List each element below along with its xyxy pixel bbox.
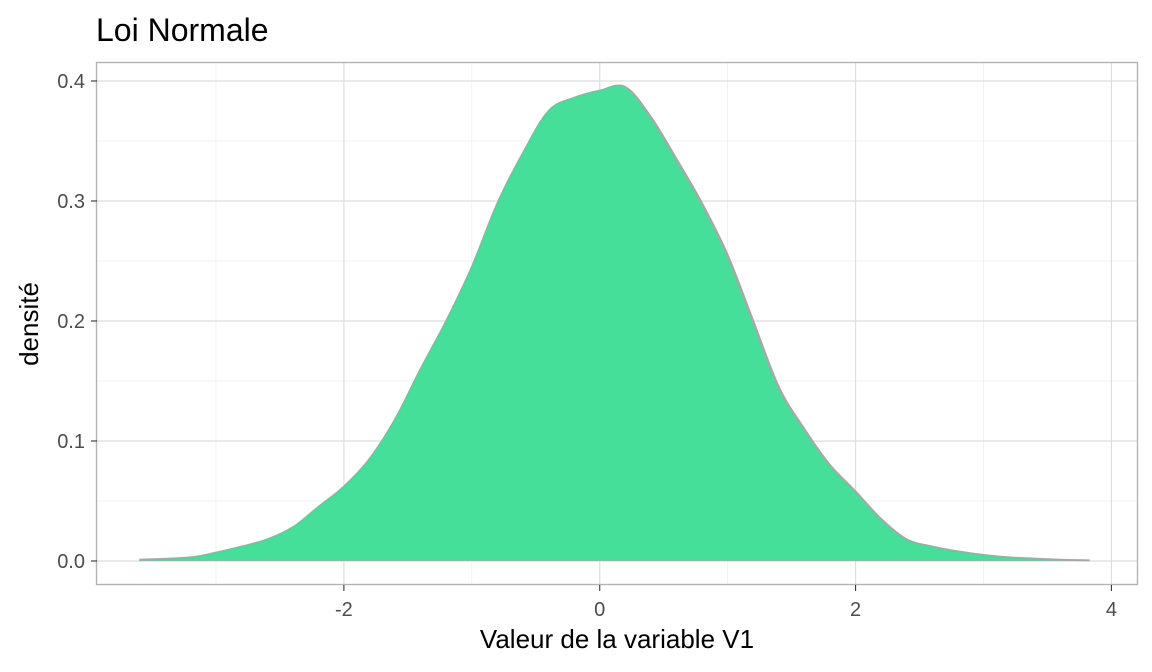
density-line	[139, 84, 1090, 562]
x-tick-label: 4	[1106, 599, 1117, 621]
x-axis-title: Valeur de la variable V1	[480, 624, 754, 654]
y-tick-label: 0.2	[57, 311, 85, 333]
x-axis: -2 0 2 4	[335, 585, 1117, 621]
y-tick-label: 0.1	[57, 431, 85, 453]
y-axis-title: densité	[14, 282, 44, 366]
y-tick-label: 0.4	[57, 71, 85, 93]
y-axis: 0.0 0.1 0.2 0.3 0.4	[57, 71, 97, 573]
chart-title: Loi Normale	[96, 12, 269, 48]
x-tick-label: 0	[594, 599, 605, 621]
y-tick-label: 0.3	[57, 191, 85, 213]
x-tick-label: 2	[850, 599, 861, 621]
density-area	[139, 85, 1090, 561]
y-tick-label: 0.0	[57, 551, 85, 573]
panel-border	[95, 61, 1139, 586]
x-tick-label: -2	[335, 599, 353, 621]
